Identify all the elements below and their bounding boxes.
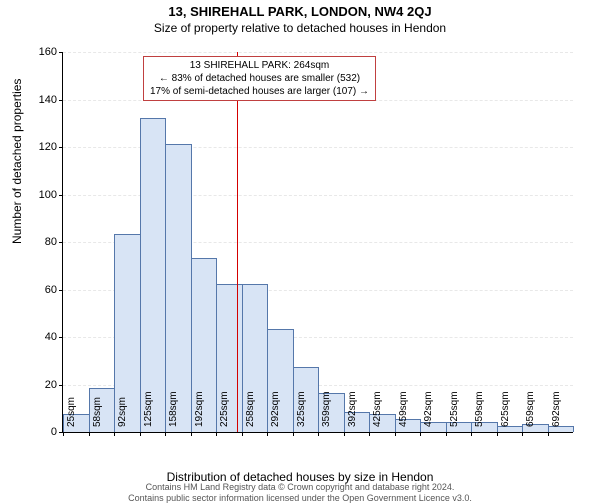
y-tick-label: 80	[27, 236, 57, 248]
y-tick-label: 60	[27, 284, 57, 296]
y-tick-label: 100	[27, 189, 57, 201]
y-tick-label: 140	[27, 94, 57, 106]
x-tick-label: 192sqm	[194, 391, 205, 427]
x-tick-label: 692sqm	[551, 391, 562, 427]
footer-line: Contains public sector information licen…	[0, 493, 600, 503]
y-tick-label: 160	[27, 46, 57, 58]
x-tick-label: 58sqm	[92, 397, 103, 427]
x-tick-label: 559sqm	[474, 391, 485, 427]
x-tick-label: 425sqm	[372, 391, 383, 427]
annotation-line: 13 SHIREHALL PARK: 264sqm	[150, 59, 369, 72]
y-axis-label: Number of detached properties	[10, 79, 24, 244]
histogram-bar	[165, 144, 192, 432]
x-tick-label: 359sqm	[321, 391, 332, 427]
x-tick-label: 525sqm	[449, 391, 460, 427]
x-tick-label: 659sqm	[525, 391, 536, 427]
y-tick-label: 40	[27, 331, 57, 343]
x-tick-label: 292sqm	[270, 391, 281, 427]
histogram-bar	[140, 118, 167, 433]
x-tick-label: 225sqm	[219, 391, 230, 427]
x-tick-label: 459sqm	[398, 391, 409, 427]
x-tick-label: 392sqm	[347, 391, 358, 427]
annotation-line: 17% of semi-detached houses are larger (…	[150, 85, 369, 98]
page-title: 13, SHIREHALL PARK, LONDON, NW4 2QJ	[0, 4, 600, 19]
x-tick-label: 158sqm	[168, 391, 179, 427]
y-tick-label: 120	[27, 141, 57, 153]
x-tick-label: 325sqm	[296, 391, 307, 427]
histogram-bar	[548, 426, 575, 432]
histogram-bar	[497, 426, 524, 432]
y-tick-label: 0	[27, 426, 57, 438]
annotation-line: ← 83% of detached houses are smaller (53…	[150, 72, 369, 85]
x-tick-label: 625sqm	[500, 391, 511, 427]
reference-line	[237, 52, 238, 432]
page-subtitle: Size of property relative to detached ho…	[0, 21, 600, 35]
x-tick-label: 25sqm	[66, 397, 77, 427]
footer-line: Contains HM Land Registry data © Crown c…	[0, 482, 600, 492]
y-tick-label: 20	[27, 379, 57, 391]
chart-area: 02040608010012014016025sqm58sqm92sqm125s…	[62, 52, 572, 432]
x-tick-label: 125sqm	[143, 391, 154, 427]
annotation-box: 13 SHIREHALL PARK: 264sqm← 83% of detach…	[143, 56, 376, 101]
x-tick-label: 492sqm	[423, 391, 434, 427]
x-tick-label: 258sqm	[245, 391, 256, 427]
histogram-plot: 02040608010012014016025sqm58sqm92sqm125s…	[62, 52, 573, 433]
x-tick-label: 92sqm	[117, 397, 128, 427]
